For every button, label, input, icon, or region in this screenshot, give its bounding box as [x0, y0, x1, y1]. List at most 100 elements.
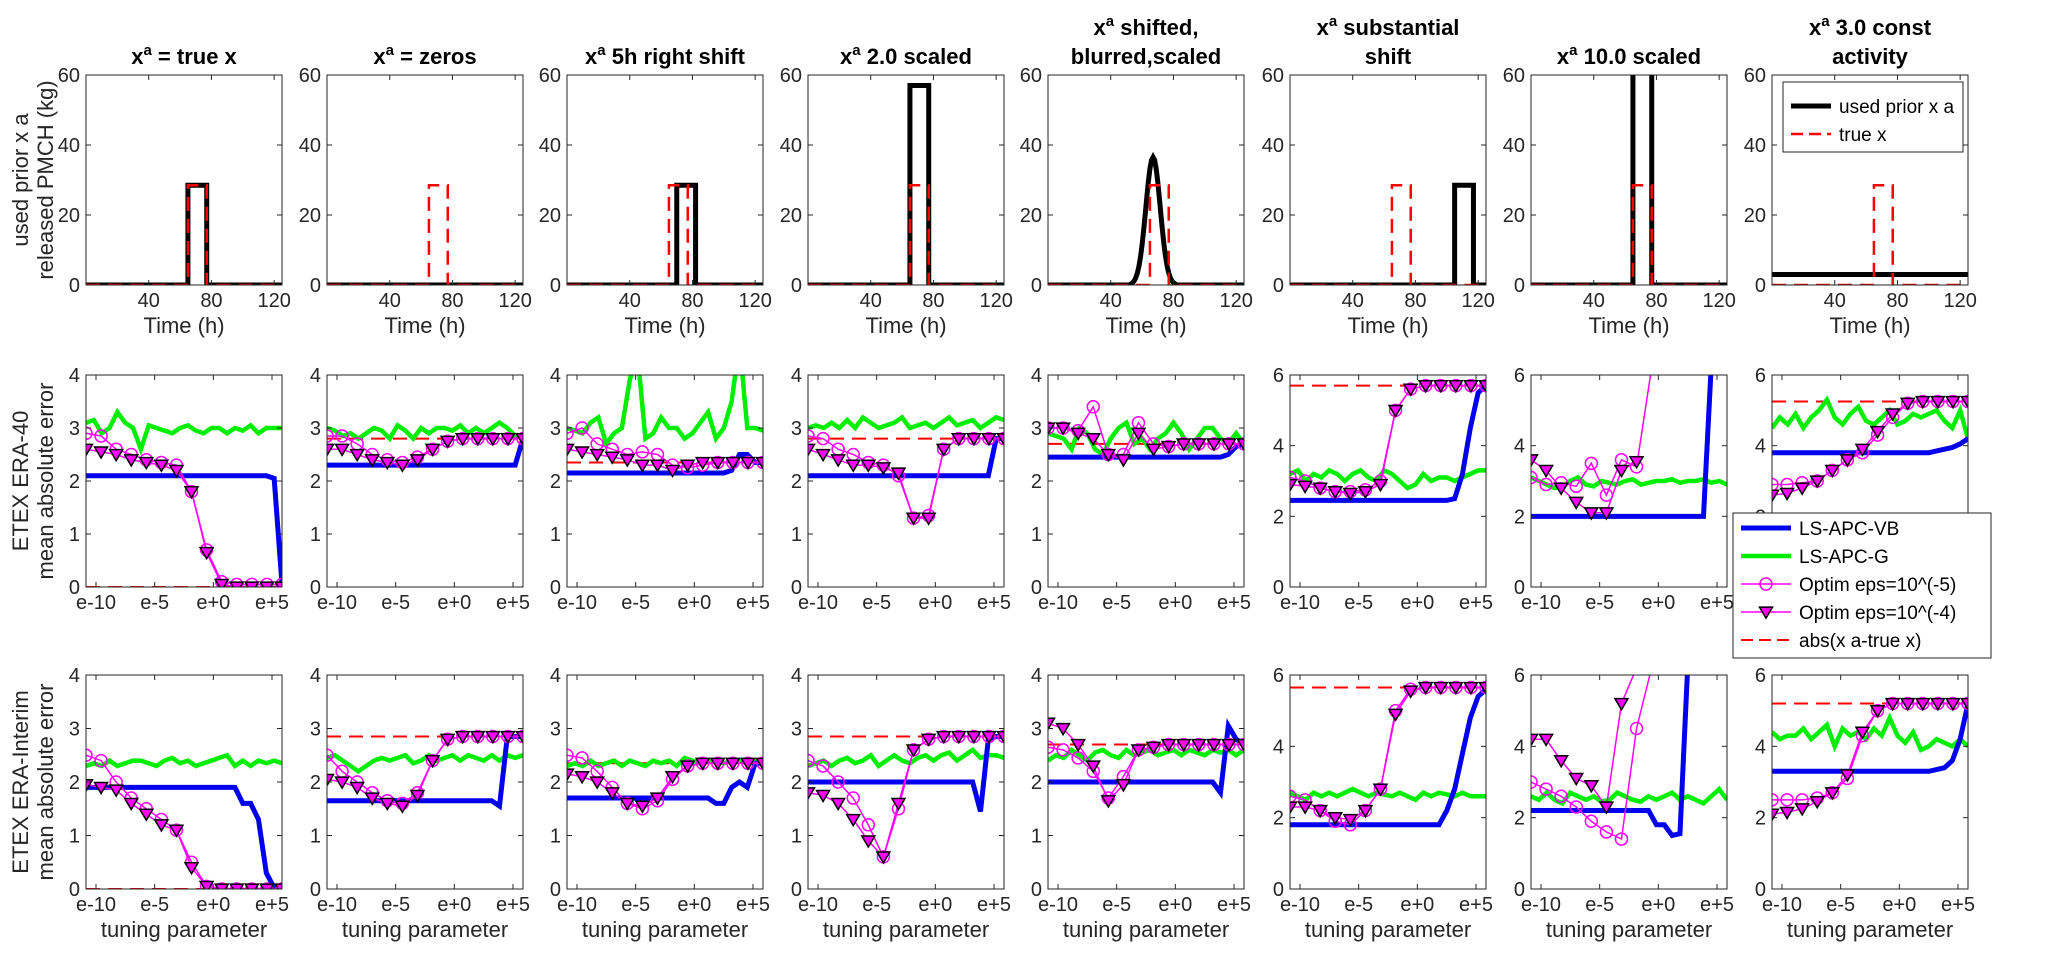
- optim-eps5-line: [1772, 702, 1968, 801]
- optim-eps4-marker: [469, 730, 486, 745]
- y-tick-label: 4: [69, 365, 80, 387]
- optim-eps5-marker: [1554, 789, 1568, 804]
- y-tick-label: 60: [1020, 65, 1042, 87]
- y-tick-label: 0: [310, 577, 321, 599]
- optim-eps4-marker: [679, 459, 696, 473]
- title-var: x: [585, 44, 598, 69]
- optim-eps5-marker: [1290, 789, 1297, 804]
- legend-prior-label: used prior x a: [1839, 97, 1955, 118]
- optim-eps5-marker: [1290, 470, 1297, 485]
- y-tick-label: 20: [780, 205, 802, 227]
- optim-eps5-marker: [1086, 400, 1100, 414]
- optim-eps4-marker: [604, 451, 621, 465]
- panel-title-line2: shift: [1365, 44, 1412, 69]
- optim-eps4-marker: [634, 459, 651, 473]
- row-ylabel-line1: ETEX ERA-Interim: [8, 690, 33, 873]
- optim-eps4-marker: [966, 730, 982, 745]
- optim-eps4-marker: [1190, 738, 1207, 753]
- optim-eps5-marker: [1479, 378, 1486, 393]
- x-axis-label: Time (h): [384, 313, 465, 338]
- legend-label: Optim eps=10^(-4): [1799, 603, 1956, 624]
- optim-eps4-marker: [860, 459, 877, 473]
- panel-title: xa 3.0 const activity: [1809, 13, 1932, 69]
- axes-frame: [1530, 74, 1728, 286]
- y-tick-label: 40: [1262, 135, 1284, 157]
- optim-eps4-marker: [86, 443, 94, 457]
- optim-eps4-marker: [808, 443, 816, 457]
- optim-eps4-line: [86, 783, 282, 889]
- title-superscript: a: [386, 42, 395, 59]
- optim-eps4-marker: [1960, 697, 1968, 712]
- optim-eps4-marker: [1327, 812, 1344, 826]
- row-ylabel-line2: mean absolute error: [33, 383, 58, 580]
- y-tick-label: 20: [1744, 205, 1766, 227]
- y-tick-label: 60: [299, 65, 321, 87]
- title-superscript: a: [1329, 13, 1338, 30]
- optim-eps4-marker: [1402, 685, 1419, 699]
- optim-eps4-marker: [619, 454, 636, 468]
- optim-eps4-marker: [1372, 783, 1389, 797]
- optim-eps4-marker: [1048, 422, 1056, 436]
- x-tick-label: 40: [1100, 290, 1122, 312]
- optim-eps5-marker: [997, 729, 1004, 744]
- optim-eps4-marker: [694, 456, 711, 471]
- prior-panel: 0 20 40 60 40 80 120 Time (h): [58, 65, 291, 338]
- y-tick-label: 0: [550, 879, 561, 901]
- y-tick-label: 40: [539, 135, 561, 157]
- x-axis-label: tuning parameter: [1546, 917, 1712, 942]
- y-tick-label: 1: [310, 524, 321, 546]
- optim-eps4-marker: [574, 771, 590, 785]
- title-text: = zeros: [394, 44, 477, 69]
- x-tick-label: 40: [1583, 290, 1605, 312]
- y-tick-label: 4: [1755, 736, 1766, 758]
- optim-eps4-marker: [1869, 425, 1886, 440]
- y-tick-label: 40: [58, 135, 80, 157]
- x-axis-label: Time (h): [1105, 313, 1186, 338]
- x-tick-label: e-10: [1521, 592, 1561, 614]
- y-tick-label: 0: [1514, 275, 1525, 297]
- optim-eps4-marker: [950, 432, 967, 447]
- y-tick-label: 20: [539, 205, 561, 227]
- legend-label: LS-APC-G: [1799, 547, 1889, 568]
- optim-eps5-marker: [1569, 800, 1583, 814]
- prior-legend: used prior x a true x: [1782, 81, 1964, 153]
- x-tick-label: 40: [860, 290, 882, 312]
- optim-eps4-marker: [981, 432, 997, 447]
- optim-eps4-marker: [213, 578, 230, 587]
- y-tick-label: 3: [791, 418, 802, 440]
- x-tick-label: e+0: [1158, 592, 1192, 614]
- panel-title-line: xa 3.0 const: [1809, 13, 1932, 40]
- axes-frame: [1289, 674, 1487, 890]
- optim-eps4-marker: [1372, 478, 1389, 493]
- optim-eps4-marker: [1221, 738, 1237, 753]
- optim-eps4-marker: [1055, 422, 1071, 436]
- optim-eps5-marker: [1614, 832, 1629, 846]
- optim-eps5-marker: [1048, 740, 1055, 754]
- optim-eps4-marker: [1960, 395, 1968, 410]
- x-tick-label: 120: [257, 290, 290, 312]
- y-tick-label: 1: [550, 524, 561, 546]
- prior-panel: 0 20 40 60 40 80 120 Time (h): [1503, 65, 1736, 338]
- optim-eps5-marker: [1629, 721, 1644, 736]
- optim-eps5-marker: [327, 429, 334, 443]
- x-tick-label: e+0: [1641, 894, 1675, 916]
- optim-eps4-marker: [123, 797, 140, 812]
- row-ylabel: ETEX ERA-Interim mean absolute error: [8, 684, 58, 881]
- x-tick-label: 40: [138, 290, 160, 312]
- optim-eps5-marker: [516, 729, 523, 744]
- optim-eps5-marker: [1237, 737, 1244, 752]
- x-axis-label: tuning parameter: [342, 917, 508, 942]
- optim-eps5-marker: [808, 753, 815, 768]
- title-var: x: [373, 44, 386, 69]
- x-axis-label: tuning parameter: [1305, 917, 1471, 942]
- optim-eps5-marker: [1237, 437, 1244, 451]
- x-tick-label: e-5: [140, 592, 169, 614]
- era40-panel: 0 1 2 3 4 e-10 e-5 e+0 e+5: [310, 365, 530, 614]
- x-axis-label: tuning parameter: [1787, 917, 1953, 942]
- optim-eps5-marker: [1780, 793, 1794, 807]
- optim-eps4-marker: [1553, 482, 1569, 496]
- ls-apc-g-line: [86, 752, 282, 770]
- x-tick-label: e+0: [196, 592, 230, 614]
- ls-apc-vb-line: [1772, 702, 1968, 774]
